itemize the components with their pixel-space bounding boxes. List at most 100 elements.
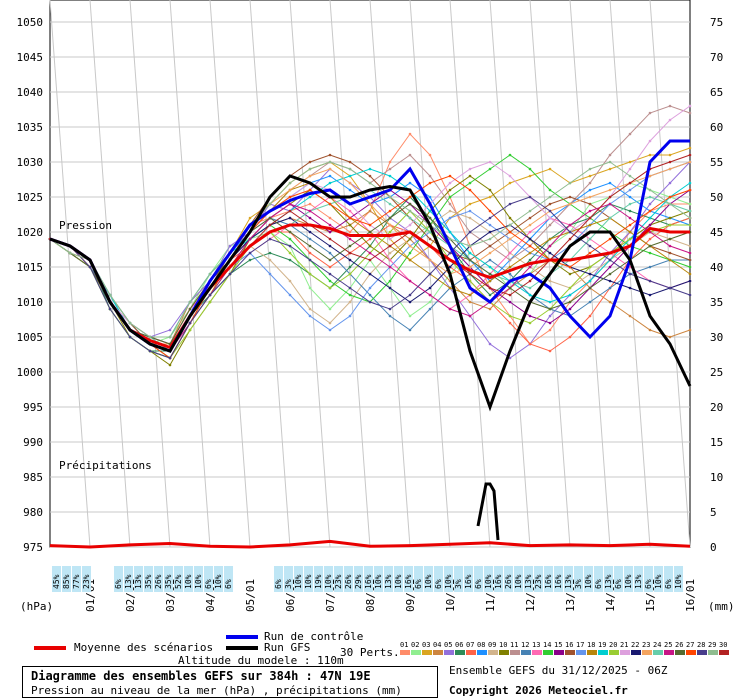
prob-cell <box>564 566 573 592</box>
scenario-point <box>468 230 472 234</box>
scenario-point <box>608 160 612 164</box>
scenario-point <box>668 216 672 220</box>
scenario-point <box>168 356 172 360</box>
pert-swatch <box>477 650 487 655</box>
scenario-point <box>508 216 512 220</box>
scenario-point <box>448 202 452 206</box>
right-tick-label: 50 <box>710 191 723 204</box>
pert-number: 18 <box>587 641 595 649</box>
scenario-point <box>608 300 612 304</box>
right-tick-label: 75 <box>710 16 723 29</box>
scenario-point <box>388 237 392 241</box>
scenario-point <box>668 223 672 227</box>
scenario-point <box>508 356 512 360</box>
scenario-point <box>368 181 372 185</box>
scenario-point <box>668 286 672 290</box>
scenario-point <box>328 181 332 185</box>
scenario-point <box>648 265 652 269</box>
scenario-point <box>428 230 432 234</box>
scenario-point <box>288 216 292 220</box>
scenario-point <box>588 300 592 304</box>
scenario-point <box>608 202 612 206</box>
prob-cell <box>494 566 503 592</box>
scenario-point <box>388 307 392 311</box>
scenario-point <box>648 174 652 178</box>
prob-label: 10% <box>214 574 223 589</box>
scenario-point <box>508 230 512 234</box>
pert-swatch <box>653 650 663 655</box>
scenario-point <box>488 223 492 227</box>
scenario-point <box>488 209 492 213</box>
scenario-point <box>688 181 692 185</box>
pert-number: 24 <box>653 641 661 649</box>
prob-label: 13% <box>124 574 133 589</box>
left-tick-label: 1040 <box>17 86 44 99</box>
scenario-point <box>288 209 292 213</box>
scenario-point <box>608 265 612 269</box>
scenario-point <box>388 314 392 318</box>
scenario-point <box>388 167 392 171</box>
scenario-point <box>168 335 172 339</box>
scenario-point <box>468 216 472 220</box>
scenario-point <box>508 237 512 241</box>
scenario-point <box>408 328 412 332</box>
scenario-point <box>288 230 292 234</box>
scenario-point <box>288 181 292 185</box>
scenario-point <box>628 181 632 185</box>
scenario-point <box>388 230 392 234</box>
scenario-point <box>328 265 332 269</box>
scenario-point <box>368 202 372 206</box>
scenario-point <box>368 300 372 304</box>
scenario-point <box>588 188 592 192</box>
prob-cell <box>464 566 473 592</box>
prob-label: 10% <box>424 574 433 589</box>
scenario-point <box>368 209 372 213</box>
scenario-point <box>548 328 552 332</box>
scenario-point <box>348 300 352 304</box>
scenario-point <box>628 202 632 206</box>
scenario-point <box>688 223 692 227</box>
scenario-point <box>188 321 192 325</box>
prob-label: 16% <box>544 574 553 589</box>
scenario-point <box>528 167 532 171</box>
scenario-point <box>268 223 272 227</box>
scenario-point <box>388 174 392 178</box>
scenario-point <box>528 174 532 178</box>
prob-label: 23% <box>334 574 343 589</box>
prob-label: 10% <box>304 574 313 589</box>
prob-cell <box>154 566 163 592</box>
pert-number: 19 <box>598 641 606 649</box>
scenario-point <box>588 181 592 185</box>
scenario-point <box>408 244 412 248</box>
scenario-point <box>328 307 332 311</box>
prob-cell <box>554 566 563 592</box>
left-tick-label: 1030 <box>17 156 44 169</box>
scenario-point <box>388 209 392 213</box>
prob-cell <box>394 566 403 592</box>
right-tick-label: 60 <box>710 121 723 134</box>
scenario-point <box>308 216 312 220</box>
scenario-point <box>348 258 352 262</box>
scenario-point <box>488 342 492 346</box>
scenario-point <box>368 167 372 171</box>
scenario-point <box>508 286 512 290</box>
left-tick-label: 1020 <box>17 226 44 239</box>
scenario-point <box>428 237 432 241</box>
scenario-point <box>548 195 552 199</box>
pert-number: 25 <box>664 641 672 649</box>
prob-cell <box>544 566 553 592</box>
left-tick-label: 1025 <box>17 191 44 204</box>
prob-label: 10% <box>624 574 633 589</box>
scenario-point <box>308 195 312 199</box>
scenario-point <box>128 321 132 325</box>
prob-label: 6% <box>474 579 483 589</box>
prob-label: 16% <box>364 574 373 589</box>
scenario-point <box>268 258 272 262</box>
scenario-point <box>668 160 672 164</box>
pert-swatch <box>422 650 432 655</box>
scenario-point <box>348 188 352 192</box>
scenario-point <box>608 188 612 192</box>
scenario-point <box>88 265 92 269</box>
scenario-point <box>288 202 292 206</box>
prob-label: 3% <box>574 579 583 589</box>
